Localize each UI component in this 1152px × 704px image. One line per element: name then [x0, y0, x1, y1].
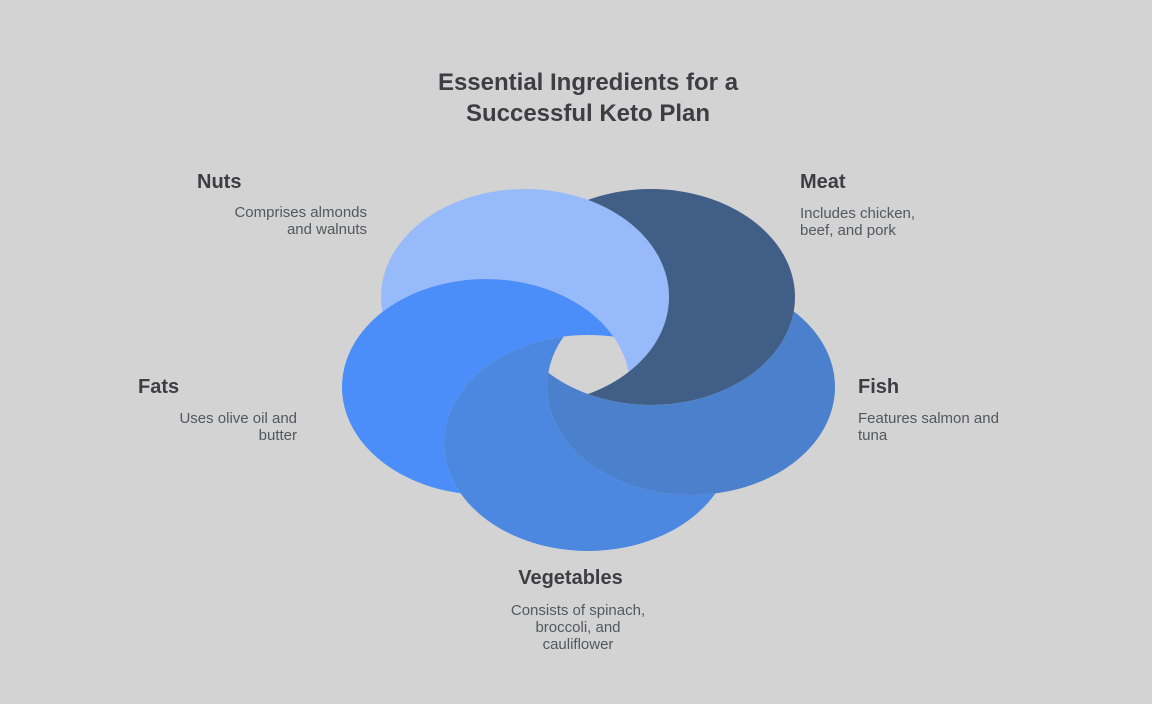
label-vegetables-description: Consists of spinach, broccoli, and cauli…: [458, 602, 698, 653]
vegetables-desc-line1: Consists of spinach,: [510, 602, 646, 619]
page-title-line1: Essential Ingredients for a: [437, 69, 739, 96]
label-meat-heading: Meat: [800, 171, 846, 193]
vegetables-desc-line2: broccoli, and: [535, 619, 621, 636]
label-nuts-heading: Nuts: [197, 171, 242, 193]
label-fats-description: Uses olive oil and butter: [77, 410, 297, 444]
fats-desc-line1: Uses olive oil and: [179, 410, 297, 427]
meat-desc-line1: Includes chicken,: [800, 205, 916, 222]
nuts-desc-line1: Comprises almonds: [234, 204, 367, 221]
page-title: Essential Ingredients for a Successful K…: [288, 67, 888, 129]
label-vegetables-heading: Vegetables: [518, 567, 623, 589]
petal-fats: [342, 279, 630, 495]
page-title-line2: Successful Keto Plan: [465, 100, 711, 127]
label-fish-heading: Fish: [858, 376, 900, 398]
label-nuts-description: Comprises almonds and walnuts: [147, 204, 367, 238]
vegetables-desc-line3: cauliflower: [542, 636, 614, 653]
label-fish-description: Features salmon and tuna: [858, 410, 1078, 444]
fish-desc-line2: tuna: [858, 427, 888, 444]
fats-desc-line2: butter: [258, 427, 297, 444]
fish-desc-line1: Features salmon and: [858, 410, 999, 427]
nuts-desc-line2: and walnuts: [286, 221, 367, 238]
label-fats-heading: Fats: [138, 376, 180, 398]
label-meat-description: Includes chicken, beef, and pork: [800, 205, 1020, 239]
meat-desc-line2: beef, and pork: [800, 222, 896, 239]
